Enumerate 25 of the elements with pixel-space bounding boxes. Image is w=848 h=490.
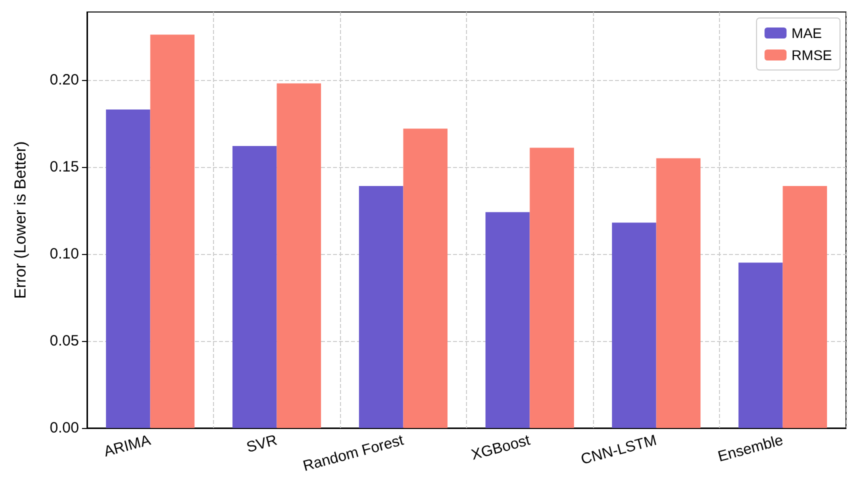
bar	[276, 83, 322, 428]
y-axis-title: Error (Lower is Better)	[12, 141, 30, 299]
x-tick-label: Ensemble	[716, 432, 785, 466]
bar	[782, 186, 828, 428]
x-tick-label: SVR	[244, 432, 280, 456]
y-tick-label: 0.05	[50, 332, 79, 350]
bar	[530, 148, 574, 428]
bar	[232, 146, 277, 428]
y-tick-label: 0.20	[50, 71, 79, 88]
bar	[738, 262, 783, 428]
y-tick-label: 0.15	[50, 158, 79, 176]
legend-label: MAE	[792, 25, 822, 41]
bar	[612, 222, 656, 428]
x-tick-label: Random Forest	[301, 432, 406, 475]
x-tick-label: XGBoost	[470, 432, 533, 464]
y-tick-label: 0.00	[50, 420, 79, 436]
bar	[150, 34, 195, 428]
bar	[106, 109, 150, 428]
x-tick-label: ARIMA	[102, 432, 152, 461]
y-tick-label: 0.10	[50, 245, 79, 262]
legend-label: RMSE	[792, 47, 832, 63]
bar	[485, 212, 530, 428]
bar	[403, 128, 448, 428]
bar	[358, 186, 404, 428]
bar	[656, 158, 701, 428]
